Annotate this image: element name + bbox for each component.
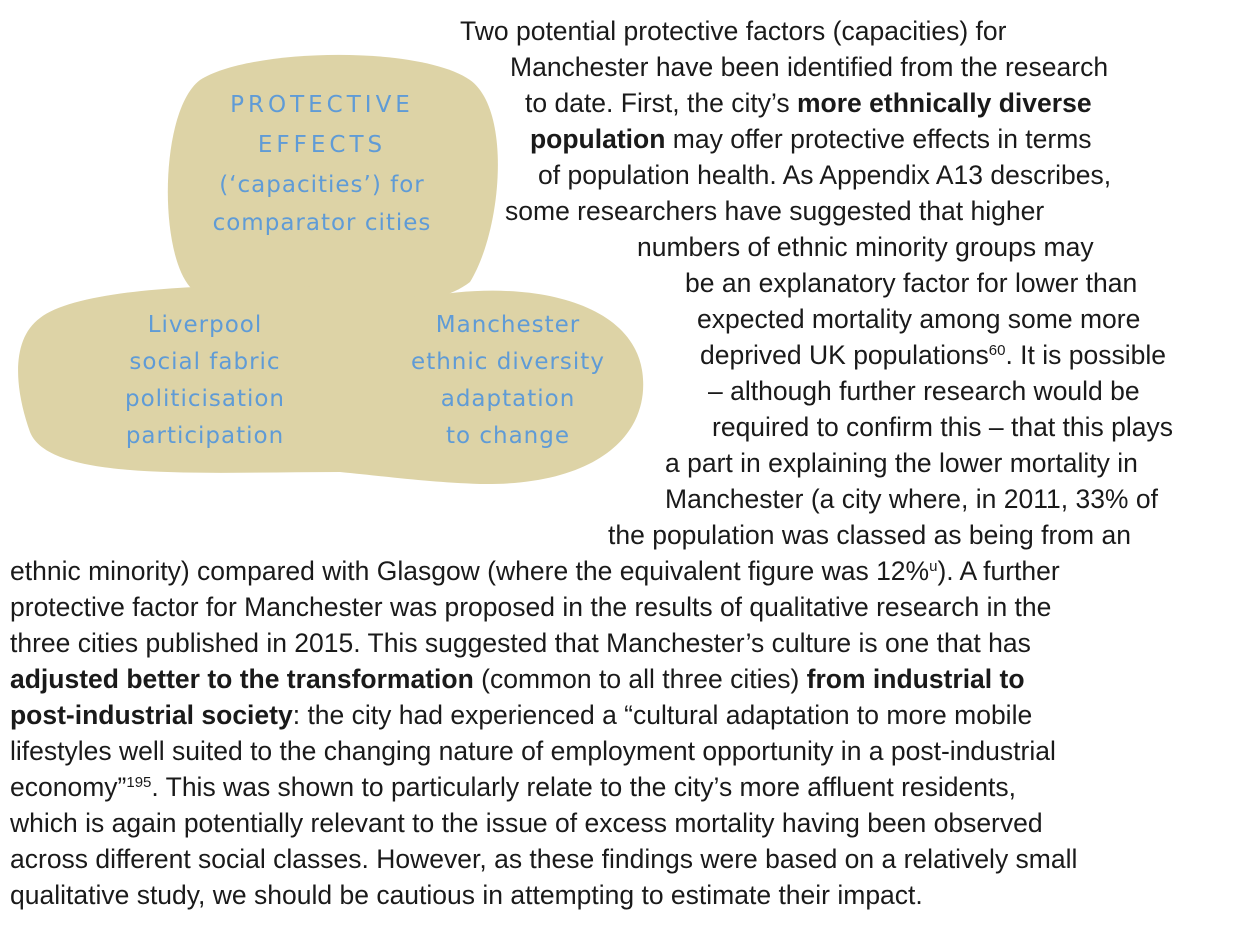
diagram-right: to change	[446, 423, 570, 449]
text-run: Two potential protective factors (capaci…	[460, 16, 1007, 46]
page: PROTECTIVE EFFECTS (‘capacities’) for compa…	[0, 0, 1254, 927]
text-line: ethnic minority) compared with Glasgow (…	[10, 556, 1060, 586]
text-run: which is again potentially relevant to t…	[9, 808, 1043, 838]
text-run: economy”	[10, 772, 126, 802]
text-run: to date. First, the city’s	[525, 88, 797, 118]
text-run: three cities published in 2015. This sug…	[10, 628, 1031, 658]
text-run: deprived UK populations	[700, 340, 989, 370]
text-line: deprived UK populations60. It is possibl…	[700, 340, 1166, 370]
text-line: which is again potentially relevant to t…	[9, 808, 1043, 838]
text-run: Manchester have been identified from the…	[510, 52, 1108, 82]
text-line: three cities published in 2015. This sug…	[10, 628, 1031, 658]
text-run: lifestyles well suited to the changing n…	[10, 736, 1056, 766]
text-line: adjusted better to the transformation (c…	[10, 664, 1025, 694]
text-line: the population was classed as being from…	[608, 520, 1131, 550]
text-line: expected mortality among some more	[697, 304, 1140, 334]
superscript: u	[929, 558, 937, 575]
text-line: protective factor for Manchester was pro…	[10, 592, 1051, 622]
diagram-left: participation	[126, 423, 284, 449]
text-run: protective factor for Manchester was pro…	[10, 592, 1051, 622]
text-run: the population was classed as being from…	[608, 520, 1131, 550]
diagram-right: Manchester	[436, 312, 581, 338]
text-run: ). A further	[937, 556, 1059, 586]
diagram-title: comparator cities	[213, 210, 432, 236]
text-run: (common to all three cities)	[474, 664, 807, 694]
text-line: numbers of ethnic minority groups may	[637, 232, 1094, 262]
text-run: some researchers have suggested that hig…	[505, 196, 1044, 226]
text-line: Two potential protective factors (capaci…	[460, 16, 1007, 46]
bold-run: adjusted better to the transformation	[10, 664, 474, 694]
text-run: numbers of ethnic minority groups may	[637, 232, 1094, 262]
text-run: be an explanatory factor for lower than	[685, 268, 1137, 298]
text-line: post-industrial society: the city had ex…	[10, 700, 1032, 730]
text-run: . It is possible	[1005, 340, 1166, 370]
text-run: across different social classes. However…	[10, 844, 1077, 874]
text-line: a part in explaining the lower mortality…	[665, 448, 1138, 478]
bold-run: from industrial to	[807, 664, 1025, 694]
bold-run: more ethnically diverse	[797, 88, 1092, 118]
text-line: population may offer protective effects …	[530, 124, 1092, 154]
text-line: economy”195. This was shown to particula…	[10, 772, 1016, 802]
text-run: : the city had experienced a “cultural a…	[293, 700, 1032, 730]
text-line: required to confirm this – that this pla…	[712, 412, 1173, 442]
diagram	[18, 55, 643, 484]
diagram-title: (‘capacities’) for	[219, 172, 425, 198]
text-run: a part in explaining the lower mortality…	[665, 448, 1138, 478]
superscript: 60	[989, 342, 1006, 359]
superscript: 195	[126, 774, 151, 791]
text-line: Manchester have been identified from the…	[510, 52, 1108, 82]
text-run: of population health. As Appendix A13 de…	[538, 160, 1111, 190]
bold-run: population	[530, 124, 665, 154]
diagram-right: ethnic diversity	[411, 349, 605, 375]
diagram-left: social fabric	[129, 349, 280, 375]
diagram-title: EFFECTS	[258, 132, 386, 158]
text-run: qualitative study, we should be cautious…	[10, 880, 923, 910]
diagram-right: adaptation	[441, 386, 576, 412]
text-run: – although further research would be	[708, 376, 1140, 406]
bold-run: post-industrial society	[10, 700, 293, 730]
text-run: may offer protective effects in terms	[665, 124, 1091, 154]
text-line: qualitative study, we should be cautious…	[10, 880, 923, 910]
diagram-left: politicisation	[125, 386, 285, 412]
text-run: . This was shown to particularly relate …	[151, 772, 1016, 802]
text-run: ethnic minority) compared with Glasgow (…	[10, 556, 929, 586]
text-line: lifestyles well suited to the changing n…	[10, 736, 1056, 766]
text-line: be an explanatory factor for lower than	[685, 268, 1137, 298]
diagram-title: PROTECTIVE	[230, 92, 414, 118]
text-line: across different social classes. However…	[10, 844, 1077, 874]
text-line: of population health. As Appendix A13 de…	[538, 160, 1111, 190]
text-line: Manchester (a city where, in 2011, 33% o…	[665, 484, 1159, 514]
text-run: expected mortality among some more	[697, 304, 1140, 334]
diagram-left: Liverpool	[148, 312, 263, 338]
text-line: – although further research would be	[708, 376, 1140, 406]
text-line: to date. First, the city’s more ethnical…	[525, 88, 1092, 118]
text-run: Manchester (a city where, in 2011, 33% o…	[665, 484, 1159, 514]
text-line: some researchers have suggested that hig…	[505, 196, 1044, 226]
text-run: required to confirm this – that this pla…	[712, 412, 1173, 442]
